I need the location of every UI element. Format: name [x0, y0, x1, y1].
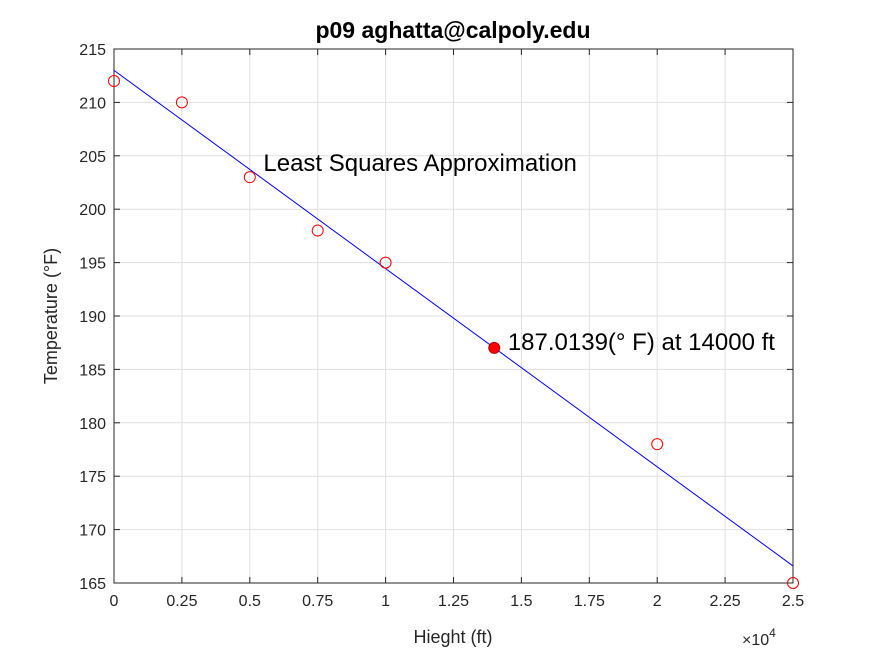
x-exponent-label: ×104	[742, 626, 776, 649]
x-exponent-power: 4	[769, 626, 776, 640]
y-tick-label: 205	[79, 149, 106, 166]
data-point	[787, 577, 799, 589]
data-point	[311, 224, 324, 237]
y-tick-label: 180	[79, 416, 106, 433]
fit-line	[113, 69, 794, 567]
ticks	[113, 48, 794, 584]
y-tick-label: 175	[79, 469, 106, 486]
data-point	[379, 256, 392, 269]
chart-title: p09 aghatta@calpoly.edu	[315, 17, 590, 43]
y-tick-label: 185	[79, 362, 106, 379]
y-tick-label: 210	[79, 95, 106, 112]
x-tick-label: 1.75	[574, 593, 605, 610]
annotations: Least Squares Approximation 187.0139(° F)…	[263, 150, 775, 356]
x-tick-label: 0	[110, 593, 119, 610]
y-tick-label: 165	[79, 576, 106, 593]
data-point	[651, 438, 664, 451]
x-tick-label: 1	[381, 593, 390, 610]
fit-annotation: Least Squares Approximation	[263, 150, 577, 177]
y-tick-label: 200	[79, 202, 106, 219]
x-axis-label: Hieght (ft)	[413, 627, 492, 647]
x-exponent-base: ×10	[742, 632, 769, 649]
estimate-annotation: 187.0139(° F) at 14000 ft	[508, 329, 775, 356]
x-tick-labels: 0 0.25 0.5 0.75 1 1.25 1.5 1.75 2 2.25 2.5	[110, 593, 805, 610]
x-tick-label: 0.25	[166, 593, 197, 610]
x-tick-label: 0.75	[302, 593, 333, 610]
x-tick-label: 0.5	[239, 593, 261, 610]
y-tick-labels: 165 170 175 180 185 190 195 200 205 210 215	[79, 42, 106, 593]
y-tick-label: 195	[79, 256, 106, 273]
y-tick-label: 190	[79, 309, 106, 326]
x-tick-label: 2.5	[782, 593, 804, 610]
x-tick-label: 1.25	[438, 593, 469, 610]
y-tick-label: 170	[79, 523, 106, 540]
estimate-point	[488, 341, 501, 354]
x-tick-label: 2	[653, 593, 662, 610]
data-point	[175, 96, 188, 109]
series	[108, 69, 799, 589]
y-axis-label: Temperature (°F)	[41, 248, 61, 384]
data-point	[108, 75, 120, 88]
data-point	[243, 171, 256, 184]
x-tick-label: 1.5	[510, 593, 532, 610]
y-tick-label: 215	[79, 42, 106, 59]
x-tick-label: 2.25	[710, 593, 741, 610]
